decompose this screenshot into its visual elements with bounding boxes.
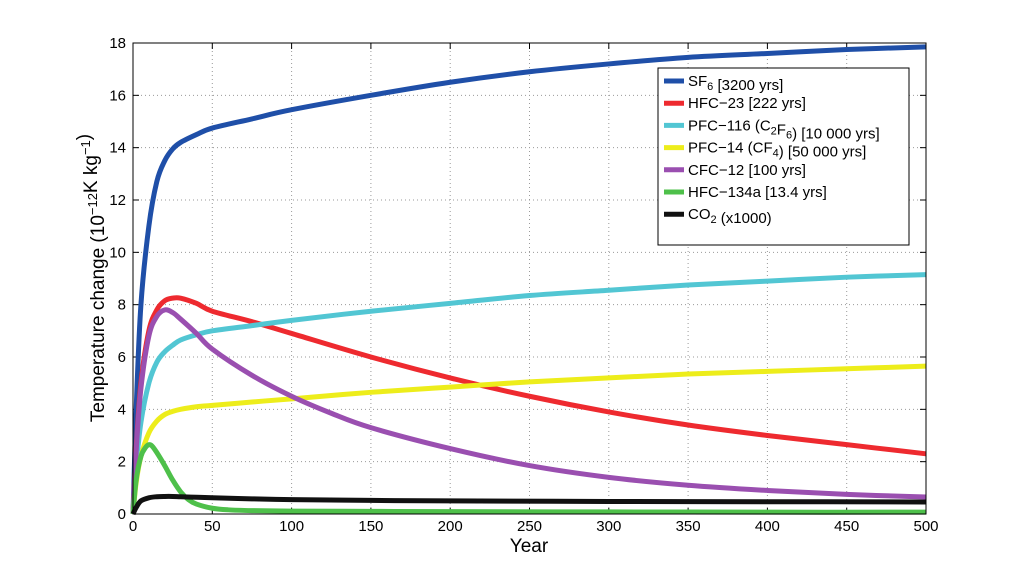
x-tick-label: 150 [358,518,383,535]
legend-label-5: HFC−134a [13.4 yrs] [688,184,827,201]
legend: SF6 [3200 yrs]HFC−23 [222 yrs] PFC−116 (C… [657,67,910,246]
legend-label-1: HFC−23 [222 yrs] [688,95,806,112]
series-line-6 [130,493,927,516]
x-tick-label: 200 [438,518,463,535]
legend-label-3: PFC−14 (CF4) [50 000 yrs] [688,140,866,161]
x-tick-label: 100 [279,518,304,535]
series-line-5 [130,442,927,515]
legend-label-6: CO2 (x1000) [688,206,772,227]
y-tick-label: 16 [109,87,126,104]
y-tick-label: 12 [109,192,126,209]
y-tick-label: 14 [109,140,126,157]
legend-box [657,67,910,246]
plot-frame [132,42,927,515]
legend-label-2: PFC−116 (C2F6) [10 000 yrs] [688,117,880,142]
x-axis-label: Year [510,536,549,557]
x-tick-label: 350 [676,518,701,535]
ticks: 0 50 100 150 200 250 300 350 400 450 500 0 2 4 6 8 10 12 1… [109,35,938,535]
y-tick-label: 0 [118,506,126,523]
series-lines [130,44,927,516]
x-tick-label: 500 [913,518,938,535]
y-tick-label: 10 [109,244,126,261]
x-tick-label: 50 [204,518,221,535]
series-line-4 [130,307,927,515]
y-tick-label: 8 [118,297,126,314]
series-line-2 [130,272,927,515]
y-tick-label: 2 [118,454,126,471]
y-axis-label: Temperature change (10−12K kg−1) [74,134,109,422]
series-line-3 [130,363,927,515]
series-line-0 [130,44,927,515]
x-tick-label: 450 [834,518,859,535]
y-tick-label: 18 [109,35,126,52]
y-tick-label: 6 [118,349,126,366]
x-tick-label: 250 [517,518,542,535]
x-tick-label: 300 [596,518,621,535]
x-tick-label: 0 [129,518,137,535]
x-tick-label: 400 [755,518,780,535]
y-tick-label: 4 [118,401,126,418]
legend-label-0: SF6 [3200 yrs] [688,73,783,94]
legend-label-4: CFC−12 [100 yrs] [688,162,806,179]
